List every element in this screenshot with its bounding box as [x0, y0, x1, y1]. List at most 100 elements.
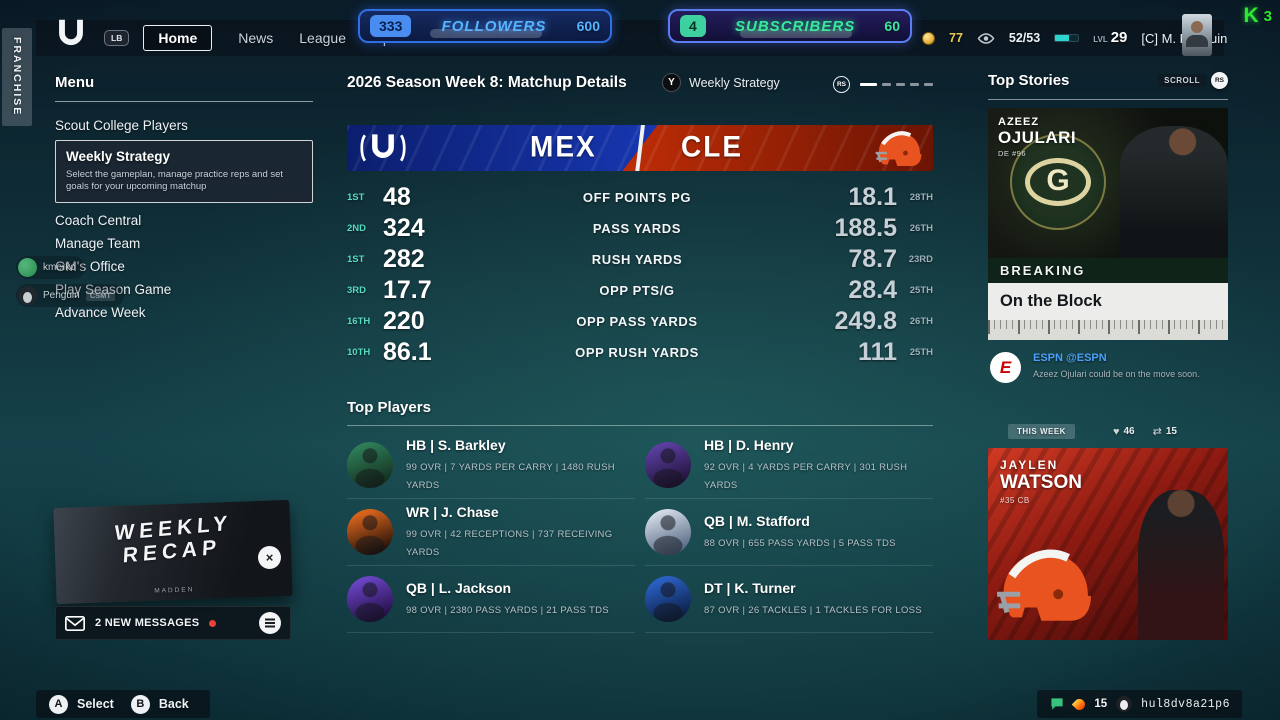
- stat-label: OFF POINTS PG: [582, 190, 692, 205]
- stream-footer: 15 hul8dv8a21p6: [1037, 690, 1242, 718]
- home-rank: 2ND: [347, 223, 367, 234]
- nav-tab-home[interactable]: Home: [143, 25, 213, 51]
- home-value: 17.7: [383, 276, 432, 304]
- player-entry[interactable]: QB | M. Stafford 88 OVR | 655 PASS YARDS …: [645, 499, 933, 566]
- player-entry[interactable]: WR | J. Chase 99 OVR | 42 RECEPTIONS | 73…: [347, 499, 635, 566]
- scroll-hint[interactable]: SCROLL RS: [1158, 72, 1228, 89]
- away-value: 18.1: [848, 183, 897, 211]
- page-carousel-indicator[interactable]: RS: [833, 76, 933, 93]
- discord-user-tag: CSMT: [85, 290, 115, 301]
- nav-tab-league[interactable]: League: [299, 30, 346, 46]
- player-entry[interactable]: QB | L. Jackson 98 OVR | 2380 PASS YARDS …: [347, 566, 635, 633]
- colts-horseshoe-banner-icon: [357, 128, 409, 171]
- views-count: 52/53: [1008, 31, 1041, 45]
- away-rank: 23RD: [908, 254, 933, 265]
- pager-dot-active: [860, 83, 877, 86]
- home-value: 324: [383, 214, 425, 242]
- away-value: 78.7: [848, 245, 897, 273]
- top-nav-bar: LB Home News League Op: [36, 19, 1224, 56]
- top-players-grid: HB | S. Barkley 99 OVR | 7 YARDS PER CARR…: [347, 432, 933, 633]
- followers-count: 333: [370, 15, 412, 37]
- spotlight-player-name: JAYLEN WATSON #35 CB: [1000, 458, 1082, 505]
- weekly-strategy-shortcut-label: Weekly Strategy: [689, 75, 780, 90]
- followers-goal: 600: [576, 18, 600, 34]
- home-rank: 16TH: [347, 316, 371, 327]
- menu-item-coach-central[interactable]: Coach Central: [55, 212, 142, 228]
- user-avatar: [1182, 14, 1212, 56]
- k-overlay-count: 3: [1263, 7, 1272, 25]
- player-entry[interactable]: HB | D. Henry 92 OVR | 4 YARDS PER CARRY …: [645, 432, 933, 499]
- lb-button-badge: LB: [104, 30, 130, 46]
- retweets[interactable]: ⇄ 15: [1153, 425, 1177, 438]
- matchup-banner: MEX CLE: [347, 125, 933, 171]
- player-stats: 99 OVR | 42 RECEPTIONS | 737 RECEIVING Y…: [406, 529, 613, 558]
- away-rank: 26TH: [909, 316, 933, 327]
- weekly-strategy-shortcut[interactable]: Y Weekly Strategy: [662, 73, 780, 92]
- player-entry[interactable]: DT | K. Turner 87 OVR | 26 TACKLES | 1 TA…: [645, 566, 933, 633]
- player-name: QB | M. Stafford: [704, 513, 810, 529]
- menu-item-advance-week[interactable]: Advance Week: [55, 304, 146, 320]
- discord-avatar: [18, 286, 37, 305]
- stream-avatar: [1116, 696, 1133, 712]
- chat-icon: [1049, 696, 1065, 712]
- menu-item-weekly-strategy[interactable]: Weekly Strategy Select the gameplan, man…: [55, 140, 313, 203]
- menu-item-manage-team[interactable]: Manage Team: [55, 235, 141, 251]
- home-rank: 1ST: [347, 192, 365, 203]
- close-icon[interactable]: ×: [258, 546, 281, 569]
- weekly-recap-title: WEEKLY RECAP: [54, 507, 292, 574]
- subscribers-goal: 60: [884, 18, 900, 34]
- away-value: 28.4: [848, 276, 897, 304]
- b-button-icon[interactable]: B: [130, 694, 150, 714]
- this-week-badge: THIS WEEK: [1008, 424, 1075, 439]
- home-rank: 10TH: [347, 347, 371, 358]
- story-player-name: AZEEZ OJULARI DE #96: [998, 116, 1076, 158]
- player-photo-silhouette: [1138, 490, 1224, 640]
- pager-dot: [910, 83, 919, 86]
- player-last-name: WATSON: [1000, 472, 1082, 493]
- home-value: 282: [383, 245, 425, 273]
- pager-dot: [896, 83, 905, 86]
- stream-count: 15: [1094, 698, 1108, 710]
- menu-divider: [55, 101, 313, 102]
- menu-item-play-season-game[interactable]: Play Season Game: [55, 281, 172, 297]
- stat-row: 1ST 282 RUSH YARDS 78.7 23RD: [347, 244, 933, 275]
- likes[interactable]: ♥ 46: [1113, 426, 1135, 438]
- away-rank: 25TH: [909, 285, 933, 296]
- home-value: 220: [383, 307, 425, 335]
- messages-bar[interactable]: 2 NEW MESSAGES: [55, 606, 291, 640]
- a-button-icon[interactable]: A: [49, 694, 68, 714]
- top-stories-divider: [988, 99, 1228, 100]
- breaking-tag: BREAKING: [988, 258, 1228, 283]
- player-first-name: AZEEZ: [998, 116, 1040, 128]
- menu-item-scout-college-players[interactable]: Scout College Players: [55, 118, 188, 133]
- followers-progress-bar: [430, 29, 542, 38]
- tweet-source: ESPN @ESPN: [1033, 352, 1107, 364]
- story-tweet[interactable]: E ESPN @ESPN Azeez Ojulari could be on t…: [990, 352, 1226, 383]
- stat-label: RUSH YARDS: [591, 252, 683, 267]
- discord-user-overlay: Penguin CSMT: [16, 284, 124, 307]
- page-title: 2026 Season Week 8: Matchup Details: [347, 74, 627, 91]
- player-spotlight-card[interactable]: JAYLEN WATSON #35 CB: [988, 448, 1228, 640]
- player-stats: 88 OVR | 655 PASS YARDS | 5 PASS TDS: [704, 538, 896, 549]
- player-photo-silhouette: [1120, 126, 1228, 258]
- away-value: 188.5: [834, 214, 897, 242]
- breaking-news-card[interactable]: G AZEEZ OJULARI DE #96 BREAKING On the B…: [988, 108, 1228, 340]
- ruler-graphic: [988, 320, 1228, 340]
- weekly-recap-card[interactable]: WEEKLY RECAP MADDEN: [53, 499, 293, 605]
- nav-tab-news[interactable]: News: [238, 30, 274, 46]
- messages-menu-button[interactable]: [259, 612, 281, 634]
- player-stats: 92 OVR | 4 YARDS PER CARRY | 301 RUSH YA…: [704, 462, 908, 491]
- player-avatar: [645, 509, 691, 555]
- rs-button-icon: RS: [1211, 72, 1228, 89]
- player-entry[interactable]: HB | S. Barkley 99 OVR | 7 YARDS PER CARR…: [347, 432, 635, 499]
- away-rank: 25TH: [909, 347, 933, 358]
- team-stats-comparison: 1ST 48 OFF POINTS PG 18.1 28TH 2ND 324 P…: [347, 182, 933, 368]
- flame-icon: [1072, 696, 1088, 712]
- player-first-name: JAYLEN: [1000, 458, 1059, 472]
- home-team-abbr: MEX: [530, 130, 597, 163]
- k-overlay-icon: K: [1243, 4, 1259, 27]
- menu-item-gms-office[interactable]: GM's Office: [55, 258, 125, 274]
- player-name: DT | K. Turner: [704, 580, 796, 596]
- level-progress-bar: [1054, 34, 1080, 42]
- y-button-icon[interactable]: Y: [662, 73, 681, 92]
